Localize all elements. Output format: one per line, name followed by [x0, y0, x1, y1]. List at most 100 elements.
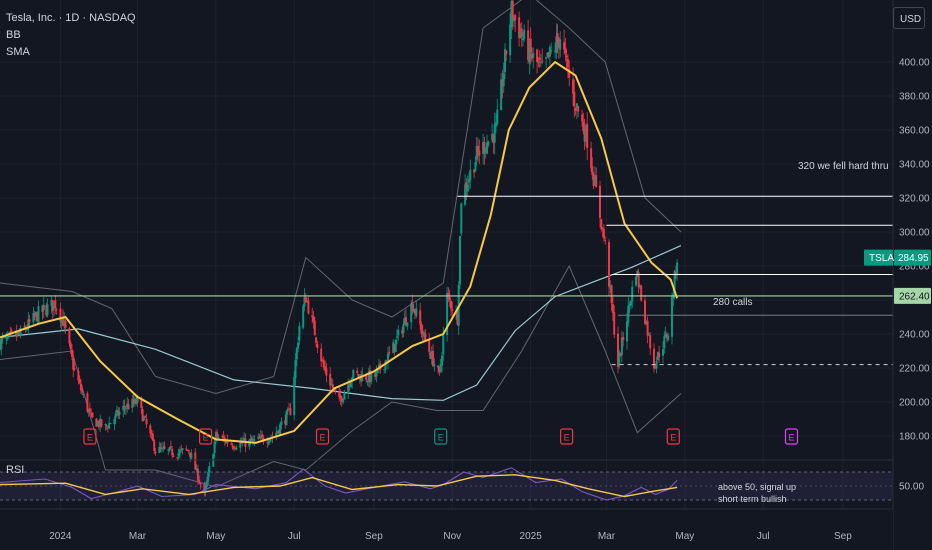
candle-body: [217, 437, 220, 438]
candle-body: [396, 336, 398, 338]
candle-body: [280, 421, 283, 425]
candle-body: [306, 301, 309, 302]
legend-bb[interactable]: BB: [6, 29, 21, 41]
y-tick-label: 280.00: [899, 262, 930, 273]
rsi-label[interactable]: RSI: [6, 464, 25, 476]
candle-body: [370, 372, 373, 382]
legend-sma[interactable]: SMA: [6, 46, 30, 58]
candle-body: [285, 411, 288, 426]
candle-body: [150, 433, 153, 435]
candle-body: [541, 60, 544, 62]
candle-body: [656, 351, 659, 360]
candle-body: [315, 337, 318, 343]
candle-body: [115, 410, 118, 413]
candle-body: [401, 330, 404, 334]
candle-body: [464, 184, 467, 205]
x-tick-label: 2025: [520, 531, 543, 542]
candle-body: [5, 335, 8, 339]
candle-body: [366, 381, 369, 382]
candle-body: [671, 296, 673, 337]
candle-body: [555, 36, 558, 53]
candle-body: [109, 423, 112, 424]
candle-body: [360, 375, 363, 382]
candle-body: [41, 305, 44, 312]
x-tick-label: Sep: [365, 531, 383, 542]
candle-body: [658, 352, 661, 358]
candle-body: [546, 52, 549, 56]
candle-body: [419, 310, 422, 325]
candle-body: [304, 297, 307, 303]
candle-body: [126, 403, 129, 408]
candle-body: [316, 343, 319, 348]
candle-body: [356, 370, 359, 373]
candle-body: [608, 241, 610, 287]
candle-body: [72, 357, 75, 370]
earnings-marker-label: E: [564, 433, 570, 443]
candle-body: [196, 468, 199, 481]
candle-body: [412, 309, 415, 312]
candle-body: [557, 38, 560, 48]
candle-body: [37, 306, 40, 323]
candle-body: [198, 479, 201, 483]
candle-body: [474, 162, 477, 172]
candle-body: [575, 103, 578, 109]
candle-body: [288, 408, 291, 410]
candle-body: [194, 452, 197, 470]
candle-body: [482, 142, 485, 154]
candle-body: [501, 79, 504, 87]
candle-body: [266, 441, 269, 443]
candle-body: [674, 272, 677, 275]
y-tick-label: 300.00: [899, 228, 930, 239]
candle-body: [527, 30, 530, 61]
candle-body: [573, 91, 576, 107]
candle-body: [469, 169, 472, 181]
candle-body: [618, 352, 621, 366]
currency-button[interactable]: USD: [893, 7, 925, 29]
candle-body: [599, 185, 601, 218]
candle-body: [539, 61, 542, 63]
candle-body: [629, 300, 632, 306]
candle-body: [393, 344, 396, 351]
candle-body: [383, 369, 386, 371]
candle-body: [387, 353, 389, 363]
candle-body: [32, 312, 35, 323]
candle-body: [253, 439, 256, 441]
x-tick-label: Jul: [288, 531, 301, 542]
candle-body: [514, 15, 517, 21]
candle-body: [151, 433, 154, 441]
candle-body: [357, 374, 360, 378]
y-tick-label: 200.00: [899, 398, 930, 409]
candle-body: [664, 333, 667, 337]
earnings-marker-label: E: [438, 433, 444, 443]
candle-body: [631, 286, 634, 302]
legend-title[interactable]: Tesla, Inc. · 1D · NASDAQ: [6, 12, 136, 24]
candle-body: [523, 29, 526, 39]
candle-body: [62, 316, 64, 326]
candle-body: [90, 413, 93, 415]
candle-body: [172, 455, 175, 457]
candle-body: [88, 408, 91, 412]
candle-body: [451, 309, 454, 312]
candle-body: [556, 33, 559, 42]
candle-body: [548, 47, 551, 57]
candle-body: [71, 349, 73, 357]
candle-body: [190, 453, 193, 459]
candle-body: [673, 271, 676, 295]
candle-body: [441, 355, 443, 366]
candle-body: [492, 134, 495, 143]
candle-body: [565, 55, 568, 58]
candle-body: [392, 342, 395, 354]
candle-body: [59, 308, 62, 322]
candle-body: [613, 312, 616, 335]
candle-body: [239, 442, 242, 448]
candle-body: [592, 174, 595, 187]
candles-group: [0, 0, 679, 497]
rsi-note-line-1: above 50, signal up: [718, 482, 796, 492]
candle-body: [168, 447, 171, 451]
candle-body: [365, 375, 368, 381]
earnings-marker-label: E: [670, 433, 676, 443]
candle-body: [450, 300, 452, 309]
x-tick-label: Jul: [757, 531, 770, 542]
